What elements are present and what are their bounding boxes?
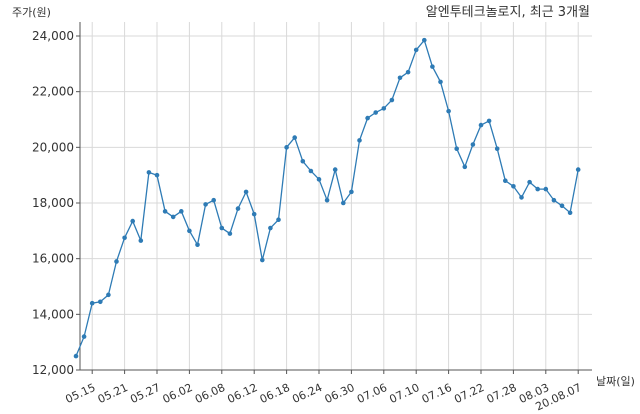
data-point: [235, 206, 241, 211]
data-point: [292, 135, 298, 140]
plot-area: [73, 37, 581, 359]
data-point: [575, 167, 581, 172]
data-point: [381, 106, 387, 111]
data-point: [227, 231, 233, 236]
data-point: [405, 69, 411, 75]
y-tick-label: 22,000: [32, 85, 74, 99]
data-point: [438, 79, 443, 85]
x-axis-label: 날짜(일): [596, 374, 635, 388]
data-point: [422, 37, 427, 43]
data-point: [203, 202, 208, 207]
x-tick-label: 07.10: [387, 381, 421, 406]
data-point: [486, 118, 492, 124]
x-tick-label: 05.27: [128, 381, 162, 406]
x-tick-label: 06.18: [258, 381, 292, 406]
x-tick-label: 06.24: [290, 381, 324, 406]
data-point: [567, 210, 573, 216]
gridlines: [80, 22, 592, 371]
y-tick-label: 16,000: [32, 252, 74, 266]
data-point: [243, 189, 249, 195]
x-axis-ticks: 05.1505.2105.2706.0206.0806.1206.1806.24…: [63, 370, 583, 413]
data-point: [357, 138, 362, 143]
data-point: [268, 225, 273, 231]
chart-title: 알엔투테크놀로지, 최근 3개월: [426, 5, 590, 20]
data-point: [219, 225, 225, 231]
y-axis-label: 주가(원): [12, 6, 51, 19]
data-point: [195, 242, 200, 248]
data-point: [89, 300, 95, 306]
data-point: [543, 186, 549, 192]
data-point: [98, 299, 103, 305]
y-tick-label: 18,000: [32, 196, 74, 210]
x-tick-label: 06.02: [161, 381, 195, 406]
data-point: [462, 164, 468, 170]
data-point: [341, 200, 346, 206]
data-point: [106, 292, 111, 298]
y-tick-label: 12,000: [32, 363, 74, 377]
x-tick-label: 07.22: [452, 381, 486, 406]
data-point: [162, 209, 168, 214]
x-tick-label: 07.16: [420, 381, 454, 406]
data-point: [81, 334, 87, 339]
data-point: [179, 209, 184, 214]
data-point: [308, 168, 314, 174]
x-tick-label: 05.21: [96, 381, 130, 406]
data-point: [503, 178, 508, 184]
data-point: [211, 197, 216, 203]
data-point: [146, 170, 152, 175]
x-tick-label: 06.12: [225, 381, 259, 406]
x-tick-label: 07.06: [355, 381, 389, 406]
data-point: [187, 228, 192, 234]
data-point: [519, 195, 524, 200]
data-point: [114, 259, 119, 264]
y-axis-ticks: 12,000 14,000 16,000 18,000 20,000 22,000 24,0…: [32, 29, 80, 377]
data-point: [446, 108, 451, 114]
y-tick-label: 24,000: [32, 29, 74, 43]
data-point: [373, 110, 379, 115]
data-point: [365, 115, 370, 121]
data-point: [397, 75, 403, 81]
data-point: [551, 197, 557, 203]
data-point: [332, 167, 338, 172]
data-point: [251, 211, 257, 217]
data-point: [276, 217, 281, 222]
data-point: [122, 235, 127, 241]
x-tick-label: 05.15: [63, 381, 97, 406]
data-point: [170, 214, 176, 220]
data-point: [154, 172, 160, 178]
data-point: [284, 145, 289, 150]
data-point: [260, 257, 265, 263]
data-point: [430, 64, 435, 69]
data-point: [454, 146, 460, 152]
data-point: [316, 177, 322, 182]
data-point: [470, 142, 476, 147]
data-point: [130, 218, 135, 224]
data-point: [300, 158, 306, 164]
data-point: [535, 186, 540, 192]
x-tick-label: 06.30: [323, 381, 357, 406]
y-tick-label: 20,000: [32, 140, 74, 154]
data-point: [511, 184, 516, 189]
data-point: [527, 179, 532, 185]
axes: [79, 22, 592, 371]
data-point: [413, 47, 419, 53]
data-point: [494, 146, 500, 152]
data-point: [324, 197, 330, 203]
data-point: [349, 189, 354, 195]
y-tick-label: 14,000: [32, 307, 74, 321]
data-point: [559, 203, 565, 209]
data-point: [389, 97, 395, 103]
data-point: [73, 353, 79, 359]
data-point: [478, 122, 484, 128]
data-point: [138, 238, 144, 243]
x-tick-label: 07.28: [485, 381, 519, 406]
x-tick-label: 06.08: [193, 381, 227, 406]
